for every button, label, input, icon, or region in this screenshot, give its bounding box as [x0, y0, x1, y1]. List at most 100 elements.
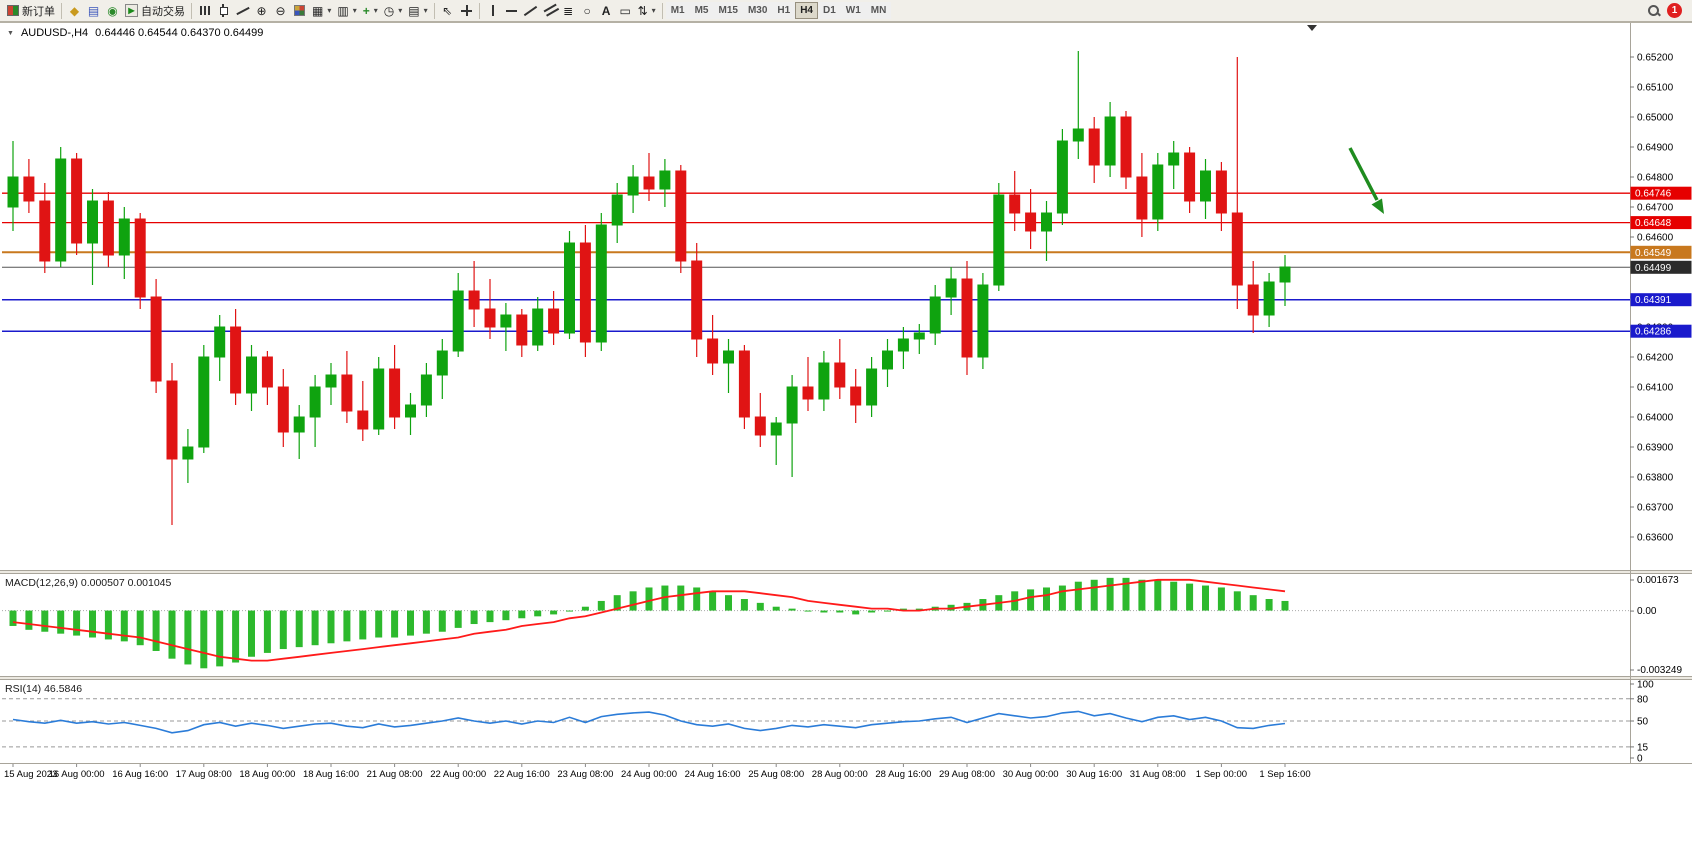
candle-body	[1056, 140, 1068, 214]
candle-body	[611, 194, 623, 226]
auto-trading-button[interactable]: ▶ 自动交易	[122, 1, 188, 20]
notification-badge[interactable]: 1	[1667, 3, 1682, 18]
candle-body	[882, 350, 893, 370]
arrows-button[interactable]: ⇅ ▾	[635, 1, 659, 20]
panel-separator[interactable]	[0, 570, 1692, 574]
price-axis-label: 0.65100	[1637, 83, 1674, 94]
candle-body	[1041, 212, 1052, 232]
macd-histogram-bar	[73, 610, 81, 636]
macd-histogram-bar	[120, 610, 128, 642]
timeframe-w1-button[interactable]: W1	[840, 2, 866, 19]
timeframe-m15-button[interactable]: M15	[713, 2, 743, 19]
trendline-button[interactable]	[521, 1, 540, 20]
timeframe-mn-button[interactable]: MN	[865, 2, 892, 19]
help-button[interactable]: ◉	[103, 1, 122, 20]
community-button[interactable]: ◆	[65, 1, 84, 20]
time-axis-label: 1 Sep 16:00	[1259, 769, 1310, 780]
macd-histogram-bar	[645, 587, 653, 611]
new-chart-icon: ▦	[312, 3, 324, 18]
rsi-axis-label: 0	[1637, 754, 1643, 765]
macd-histogram-bar	[1106, 577, 1114, 611]
zoom-in-button[interactable]: ⊕	[252, 1, 271, 20]
macd-histogram-bar	[1281, 600, 1289, 611]
chevron-down-icon: ▾	[423, 6, 428, 15]
candle-body	[1247, 284, 1259, 316]
new-order-button[interactable]: 新订单	[4, 1, 58, 20]
shapes-button[interactable]: ○	[578, 1, 597, 20]
periods-button[interactable]: ◷ ▾	[381, 1, 406, 20]
macd-histogram-bar	[438, 610, 446, 632]
price-level-tag	[1630, 324, 1692, 338]
macd-histogram-bar	[343, 610, 351, 642]
channel-button[interactable]	[540, 1, 559, 20]
macd-histogram-bar	[184, 610, 192, 665]
chevron-down-icon: ▾	[398, 6, 403, 15]
candle-body	[1072, 128, 1084, 142]
time-axis-label: 24 Aug 00:00	[621, 769, 677, 780]
macd-histogram-bar	[1249, 595, 1257, 611]
templates-button[interactable]: ▤ ▾	[405, 1, 430, 20]
candle-body	[913, 332, 925, 340]
chart-ohlc-values: 0.64446 0.64544 0.64370 0.64499	[95, 27, 264, 39]
time-axis-label: 22 Aug 16:00	[494, 769, 550, 780]
timeframe-h1-button[interactable]: H1	[772, 2, 796, 19]
trend-arrow-annotation[interactable]	[1348, 147, 1379, 201]
chart-candles-button[interactable]	[214, 1, 233, 20]
price-axis-label: 0.63600	[1637, 533, 1674, 544]
indicators-button[interactable]: + ▾	[360, 1, 381, 20]
panel-separator[interactable]	[0, 676, 1692, 680]
vertical-line-button[interactable]	[483, 1, 502, 20]
chevron-down-icon: ▾	[327, 6, 332, 15]
candle-body	[977, 284, 989, 358]
one-click-collapse-icon[interactable]: ▼	[7, 29, 14, 37]
text-label-button[interactable]: ▭	[616, 1, 635, 20]
chart-shift-marker-icon[interactable]	[1307, 25, 1317, 31]
candle-body	[532, 308, 544, 346]
horizontal-line-button[interactable]	[502, 1, 521, 20]
candle-body	[420, 374, 432, 406]
cursor-button[interactable]: ⇖	[438, 1, 457, 20]
time-axis-label: 24 Aug 16:00	[685, 769, 741, 780]
zoom-out-button[interactable]: ⊖	[271, 1, 290, 20]
new-chart-button[interactable]: ▦ ▾	[309, 1, 334, 20]
macd-histogram-bar	[168, 610, 176, 659]
timeframe-m1-button[interactable]: M1	[665, 2, 690, 19]
text-tool-icon: A	[601, 3, 611, 18]
candle-body	[1088, 128, 1100, 166]
profiles-button[interactable]: ▥ ▾	[334, 1, 359, 20]
timeframe-m30-button[interactable]: M30	[742, 2, 773, 19]
macd-histogram-bar	[836, 610, 844, 613]
timeframe-d1-button[interactable]: D1	[818, 2, 841, 19]
search-button[interactable]	[1644, 1, 1663, 20]
macd-axis-label: 0.00	[1637, 606, 1657, 617]
candle-body	[198, 356, 210, 448]
crosshair-button[interactable]	[457, 1, 476, 20]
community-icon: ◆	[69, 3, 80, 18]
macd-histogram-bar	[152, 610, 160, 651]
candle-body	[1104, 116, 1116, 166]
candle-body	[484, 308, 496, 328]
chart-line-button[interactable]	[233, 1, 252, 20]
chevron-down-icon: ▾	[352, 6, 357, 15]
arrows-tool-icon: ⇅	[637, 3, 648, 18]
macd-signal-line	[12, 578, 1286, 662]
auto-trading-play-icon: ▶	[125, 4, 138, 17]
price-axis-label: 0.63900	[1637, 443, 1674, 454]
macd-histogram-bar	[597, 600, 605, 611]
timeframe-h4-button[interactable]: H4	[795, 2, 818, 19]
candle-body	[277, 386, 289, 433]
macd-histogram-bar	[709, 591, 717, 611]
candle-body	[1231, 212, 1243, 286]
toolbar-separator	[661, 2, 663, 19]
macd-histogram-bar	[279, 610, 287, 650]
macd-histogram-bar	[454, 610, 462, 628]
market-button[interactable]: ▤	[84, 1, 103, 20]
tile-windows-button[interactable]	[290, 1, 309, 20]
text-button[interactable]: A	[597, 1, 616, 20]
macd-histogram-bar	[311, 610, 319, 646]
timeframe-m5-button[interactable]: M5	[689, 2, 714, 19]
fibonacci-button[interactable]: ≣	[559, 1, 578, 20]
profiles-icon: ▥	[337, 3, 349, 18]
chart-bars-button[interactable]	[195, 1, 214, 20]
